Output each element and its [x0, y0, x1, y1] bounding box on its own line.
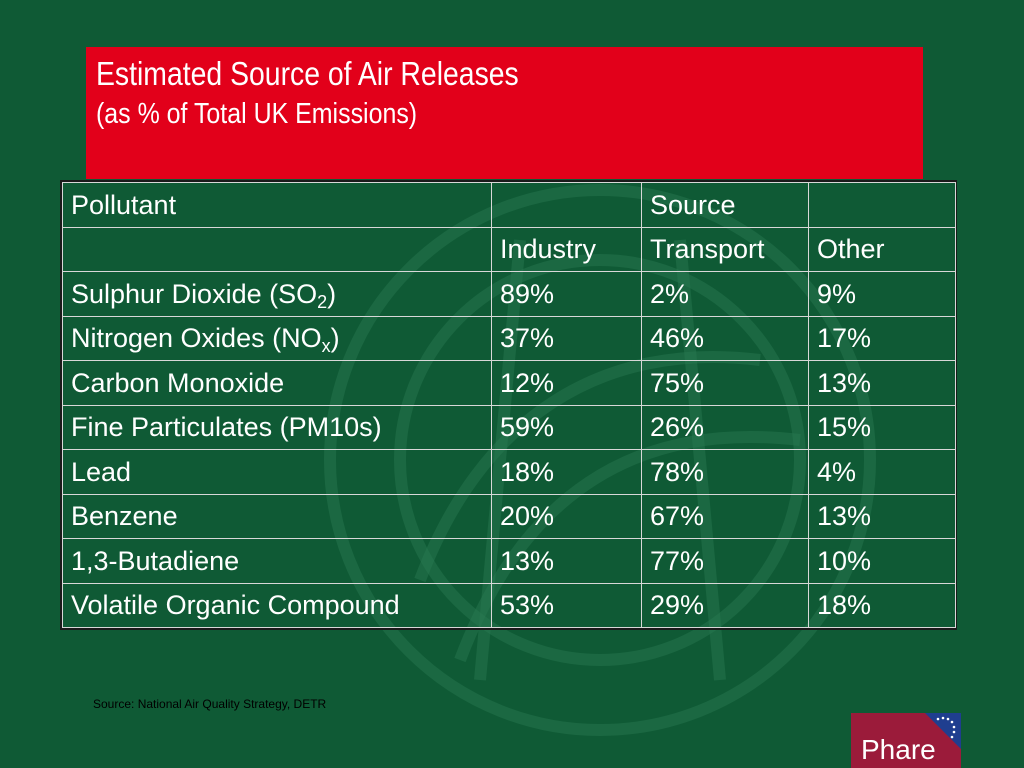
header-cell [808, 182, 956, 228]
industry-cell: 59% [491, 404, 642, 450]
table-row: Benzene 20% 67% 13% [62, 493, 956, 539]
header-cell: Other [808, 226, 956, 272]
header-row-2: Industry Transport Other [62, 226, 956, 272]
transport-cell: 2% [641, 271, 809, 317]
emissions-table-container: Pollutant Source Industry Transport Othe… [60, 180, 957, 630]
pollutant-cell: Sulphur Dioxide (SO2) [62, 271, 492, 317]
formula-subscript: 2 [317, 291, 328, 312]
header-cell: Transport [641, 226, 809, 272]
pollutant-suffix: ) [327, 278, 337, 309]
industry-cell: 18% [491, 449, 642, 495]
slide-subtitle: (as % of Total UK Emissions) [96, 98, 418, 130]
other-cell: 10% [808, 538, 956, 584]
other-cell: 13% [808, 493, 956, 539]
header-cell: Pollutant [62, 182, 492, 228]
industry-cell: 53% [491, 582, 642, 628]
industry-cell: 13% [491, 538, 642, 584]
pollutant-cell: Lead [62, 449, 492, 495]
pollutant-cell: Carbon Monoxide [62, 360, 492, 406]
table-row: 1,3-Butadiene 13% 77% 10% [62, 538, 956, 584]
formula-subscript: x [321, 336, 331, 357]
other-cell: 9% [808, 271, 956, 317]
transport-cell: 46% [641, 315, 809, 361]
pollutant-cell: Nitrogen Oxides (NOx) [62, 315, 492, 361]
eu-flag-icon [925, 713, 961, 749]
pollutant-cell: 1,3-Butadiene [62, 538, 492, 584]
header-cell [62, 226, 492, 272]
table-row: Carbon Monoxide 12% 75% 13% [62, 360, 956, 406]
header-cell [491, 182, 642, 228]
logo-text: Phare [861, 734, 936, 765]
transport-cell: 26% [641, 404, 809, 450]
other-cell: 4% [808, 449, 956, 495]
table-row: Fine Particulates (PM10s) 59% 26% 15% [62, 404, 956, 450]
industry-cell: 89% [491, 271, 642, 317]
pollutant-name: Sulphur Dioxide (SO [71, 278, 318, 309]
industry-cell: 12% [491, 360, 642, 406]
pollutant-suffix: ) [330, 323, 340, 354]
emissions-table: Pollutant Source Industry Transport Othe… [62, 182, 956, 628]
transport-cell: 67% [641, 493, 809, 539]
pollutant-cell: Volatile Organic Compound [62, 582, 492, 628]
slide-title: Estimated Source of Air Releases [96, 55, 519, 92]
pollutant-name: Nitrogen Oxides (NO [71, 323, 322, 354]
header-cell: Industry [491, 226, 642, 272]
other-cell: 17% [808, 315, 956, 361]
transport-cell: 78% [641, 449, 809, 495]
transport-cell: 77% [641, 538, 809, 584]
industry-cell: 20% [491, 493, 642, 539]
table-row: Lead 18% 78% 4% [62, 449, 956, 495]
table-row: Sulphur Dioxide (SO2) 89% 2% 9% [62, 271, 956, 317]
table-row: Nitrogen Oxides (NOx) 37% 46% 17% [62, 315, 956, 361]
transport-cell: 29% [641, 582, 809, 628]
other-cell: 15% [808, 404, 956, 450]
phare-logo: Phare [851, 713, 961, 768]
pollutant-cell: Fine Particulates (PM10s) [62, 404, 492, 450]
industry-cell: 37% [491, 315, 642, 361]
header-cell: Source [641, 182, 809, 228]
table-row: Volatile Organic Compound 53% 29% 18% [62, 582, 956, 628]
other-cell: 13% [808, 360, 956, 406]
title-banner: Estimated Source of Air Releases (as % o… [86, 47, 923, 179]
source-citation: Source: National Air Quality Strategy, D… [93, 697, 327, 711]
other-cell: 18% [808, 582, 956, 628]
transport-cell: 75% [641, 360, 809, 406]
header-row-1: Pollutant Source [62, 182, 956, 228]
pollutant-cell: Benzene [62, 493, 492, 539]
